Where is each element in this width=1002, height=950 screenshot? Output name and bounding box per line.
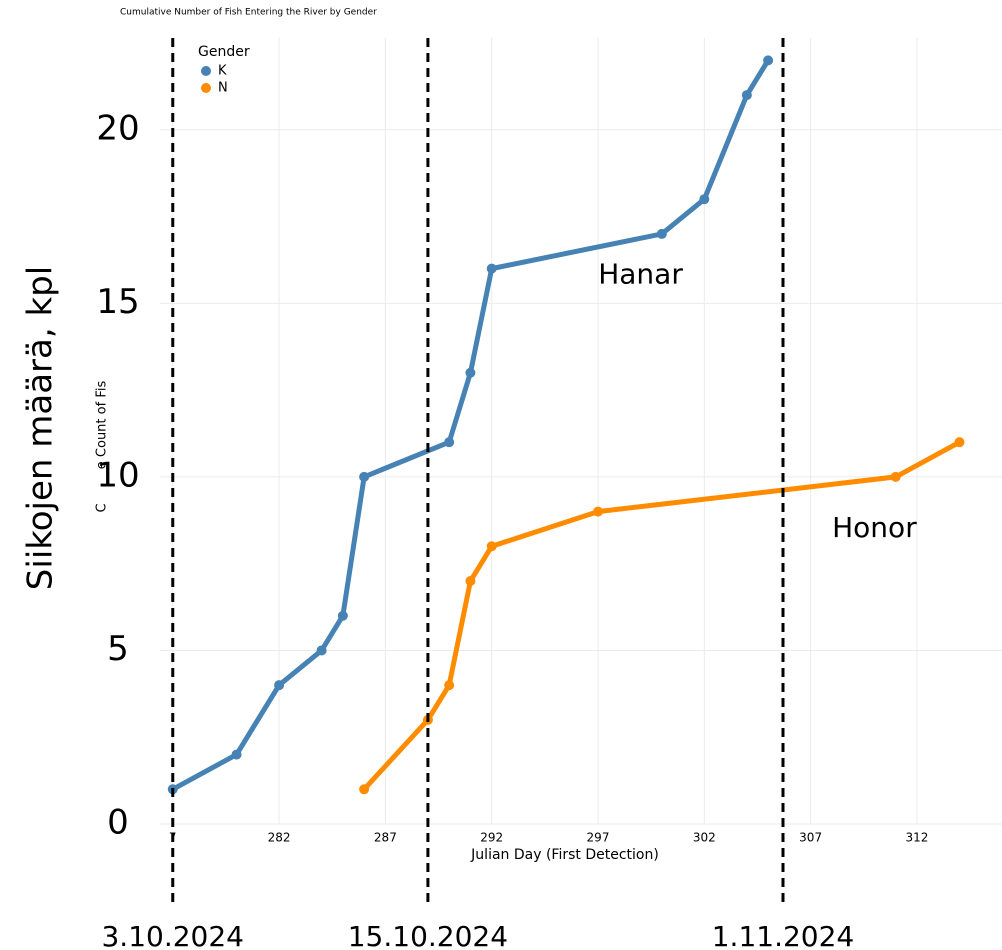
y-tick-label: 15	[96, 282, 139, 322]
y-tick-label: 5	[107, 629, 129, 669]
legend-swatch	[201, 66, 211, 76]
data-point	[359, 471, 370, 482]
data-point	[593, 506, 604, 517]
data-point	[741, 90, 752, 101]
data-point	[954, 437, 965, 448]
data-point	[763, 55, 774, 66]
legend-title: Gender	[198, 44, 250, 60]
y-tick-label: 10	[96, 455, 139, 495]
data-point	[316, 645, 327, 656]
annotation: Honor	[832, 511, 917, 544]
y-axis-label-fragment: e Count of Fis	[95, 381, 110, 470]
x-tick-label: 287	[374, 831, 397, 845]
y-axis-title: Siikojen määrä, kpl	[21, 266, 61, 590]
data-point	[337, 610, 348, 621]
grid	[160, 38, 1002, 825]
data-point	[486, 263, 497, 274]
series-line	[171, 59, 771, 792]
x-tick-label: 312	[905, 831, 928, 845]
date-label: 1.11.2024	[712, 920, 855, 950]
x-tick-label: 302	[693, 831, 716, 845]
x-tick-label: 282	[268, 831, 291, 845]
legend-swatch	[201, 83, 211, 93]
y-tick-label: 0	[107, 803, 129, 843]
data-point	[465, 576, 476, 587]
data-point	[656, 228, 667, 239]
data-point	[444, 437, 455, 448]
y-axis-label-fragment: C	[95, 503, 110, 512]
x-tick-label: 307	[799, 831, 822, 845]
x-tick-label: 292	[480, 831, 503, 845]
chart-title: Cumulative Number of Fish Entering the R…	[120, 8, 377, 18]
data-point	[465, 367, 476, 378]
x-axis-label: Julian Day (First Detection)	[470, 847, 659, 863]
data-point	[486, 541, 497, 552]
legend-label: N	[218, 81, 228, 96]
data-point	[359, 784, 370, 795]
data-point	[699, 194, 710, 205]
data-point	[890, 471, 901, 482]
series-line	[362, 439, 961, 791]
data-point	[444, 680, 455, 691]
date-label: 3.10.2024	[101, 920, 244, 950]
data-point	[231, 749, 242, 760]
x-tick-label: 297	[587, 831, 610, 845]
date-label: 15.10.2024	[348, 920, 508, 950]
annotation: Hanar	[598, 258, 683, 291]
legend-label: K	[218, 64, 227, 79]
y-tick-label: 20	[96, 108, 139, 148]
data-point	[274, 680, 285, 691]
